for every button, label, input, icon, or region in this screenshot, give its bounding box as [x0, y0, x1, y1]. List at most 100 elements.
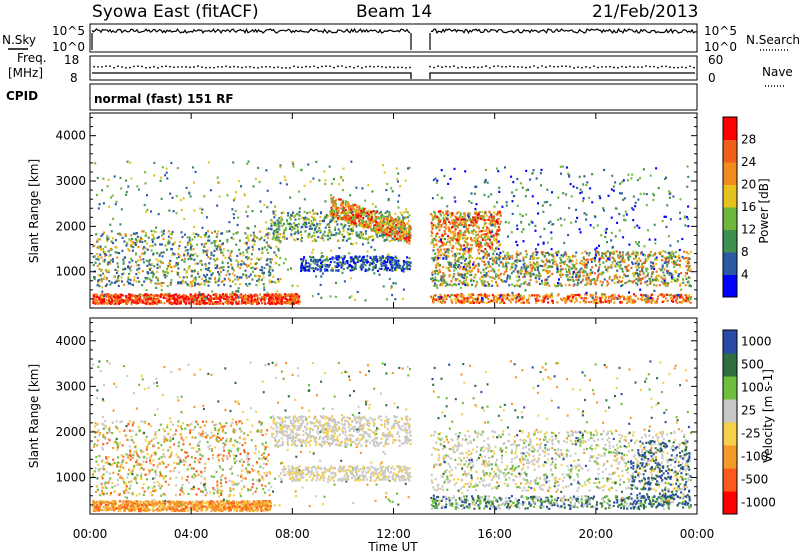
- power-cell: [331, 258, 334, 261]
- power-cell: [544, 279, 547, 282]
- power-cell: [644, 281, 647, 284]
- power-cell: [310, 267, 313, 270]
- power-cell: [264, 297, 267, 300]
- power-cell: [371, 239, 374, 242]
- power-cell: [226, 240, 229, 243]
- power-cell: [279, 297, 282, 300]
- power-cell: [468, 224, 471, 227]
- power-cell: [454, 279, 457, 282]
- power-cell: [384, 262, 387, 265]
- power-cell: [618, 252, 621, 255]
- power-cell: [395, 269, 397, 272]
- power-cell: [102, 259, 105, 262]
- power-cell: [350, 242, 353, 245]
- power-cell: [655, 258, 658, 261]
- power-cell: [619, 264, 622, 267]
- power-cell: [434, 212, 436, 215]
- power-cell: [456, 240, 459, 243]
- power-cell: [499, 220, 502, 223]
- power-cell: [180, 282, 183, 285]
- power-cell: [535, 274, 538, 277]
- power-cell: [278, 217, 281, 220]
- power-cell: [171, 302, 174, 305]
- power-cell: [397, 172, 400, 175]
- power-cell: [210, 251, 213, 254]
- power-cell: [390, 258, 393, 261]
- nave-point: [513, 65, 515, 68]
- power-cell: [180, 295, 183, 298]
- power-cell: [324, 200, 327, 203]
- power-cell: [473, 240, 476, 243]
- power-cell: [409, 232, 412, 235]
- power-cell: [372, 221, 375, 224]
- power-cell: [561, 273, 564, 276]
- power-cell: [173, 265, 176, 268]
- power-cell: [472, 232, 475, 235]
- power-cell: [339, 212, 342, 215]
- power-cell: [545, 283, 548, 286]
- power-cell: [491, 276, 494, 279]
- power-cell: [492, 258, 495, 261]
- power-cell: [135, 273, 138, 276]
- power-cell: [148, 278, 151, 281]
- power-cell: [268, 274, 271, 277]
- power-cell: [440, 278, 443, 281]
- power-cell: [324, 179, 327, 182]
- power-cell: [482, 227, 484, 230]
- power-cell: [235, 259, 238, 262]
- power-cell: [300, 267, 303, 270]
- power-cell: [465, 228, 468, 231]
- power-cell: [448, 283, 451, 286]
- nave-point: [225, 65, 227, 68]
- power-cell: [261, 302, 263, 305]
- power-cell: [110, 294, 113, 297]
- power-cell: [516, 279, 519, 282]
- power-cell: [362, 255, 365, 259]
- power-cell: [334, 226, 337, 229]
- power-cell: [476, 216, 479, 219]
- nave-point: [257, 67, 259, 69]
- power-cell: [237, 278, 240, 281]
- power-cell: [216, 233, 219, 236]
- power-cell: [348, 252, 351, 255]
- power-cell: [405, 237, 408, 240]
- power-cell: [211, 290, 214, 293]
- power-cell: [112, 217, 115, 220]
- power-cell: [233, 216, 235, 220]
- power-cell: [111, 258, 114, 261]
- power-cell: [456, 278, 459, 281]
- power-cell: [385, 229, 388, 232]
- power-cell: [311, 227, 314, 230]
- power-cell: [281, 224, 284, 227]
- power-cell: [130, 302, 133, 305]
- power-cell: [655, 277, 658, 280]
- power-cell: [398, 266, 401, 269]
- power-cell: [149, 294, 152, 298]
- power-cell: [367, 213, 370, 216]
- power-cell: [377, 216, 380, 219]
- power-cell: [497, 210, 499, 214]
- power-cell: [454, 260, 457, 263]
- power-cell: [273, 251, 276, 254]
- power-cell: [285, 227, 287, 230]
- power-cell: [474, 237, 477, 240]
- power-cell: [274, 296, 277, 299]
- power-cell: [476, 225, 479, 228]
- power-cell: [270, 294, 273, 297]
- power-cell: [179, 240, 182, 244]
- power-cell: [397, 265, 400, 268]
- nave-point: [241, 66, 243, 69]
- power-cell: [583, 261, 586, 264]
- power-cell: [464, 222, 467, 225]
- power-cell: [482, 250, 485, 253]
- scale-top-right: 10^5: [704, 24, 737, 38]
- power-cell: [196, 243, 199, 246]
- power-cell: [105, 295, 108, 298]
- power-cell: [267, 244, 269, 247]
- power-cell: [435, 279, 438, 282]
- nave-point: [169, 65, 171, 68]
- power-cell: [672, 252, 675, 255]
- power-cell: [244, 194, 246, 197]
- power-cell: [341, 207, 344, 211]
- power-cell: [125, 297, 128, 301]
